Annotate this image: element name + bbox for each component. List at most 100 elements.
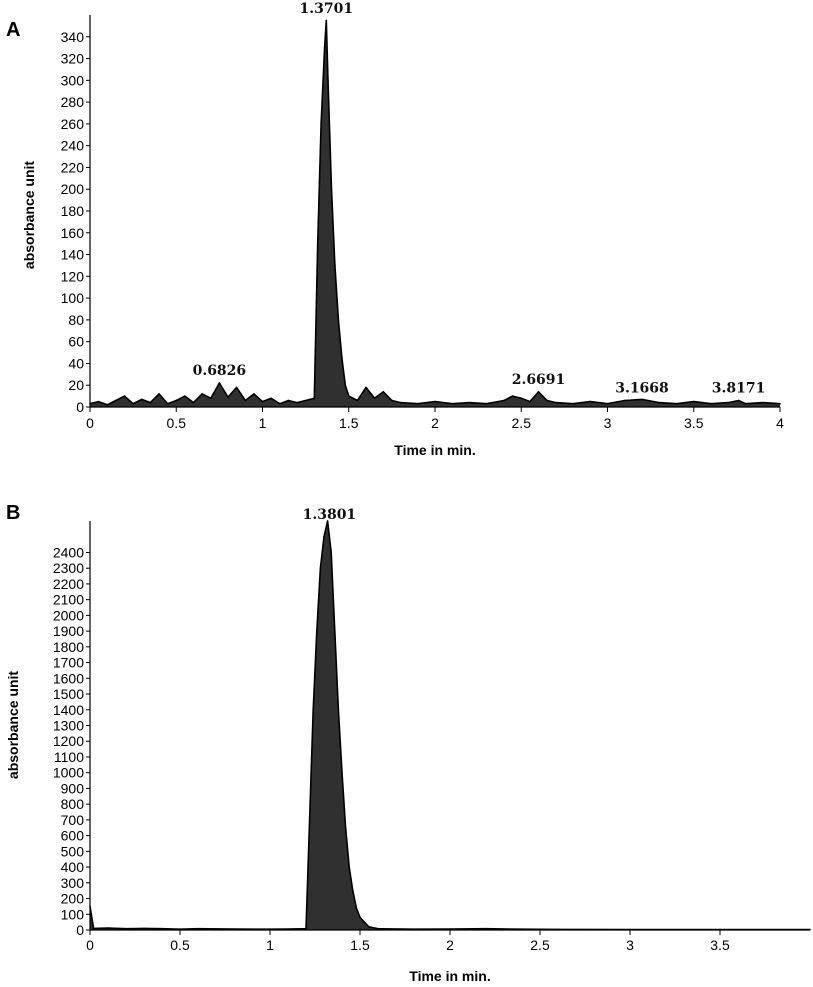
y-tick-label: 340 [61,29,85,45]
x-tick-label: 3.5 [710,937,730,953]
data-point [606,402,609,405]
peak-label: 3.8171 [712,380,766,396]
data-point [692,400,695,403]
data-point [201,393,203,395]
data-point [244,399,247,402]
data-point [352,889,354,892]
data-point [391,399,393,402]
y-tick-label: 2000 [53,607,84,623]
y-tick-label: 1300 [53,718,84,734]
y-tick-label: 320 [61,51,85,67]
data-point [305,927,307,930]
y-tick-label: 20 [68,377,84,393]
data-point [149,401,152,404]
data-point [253,393,255,395]
data-point [520,397,523,400]
peak-label: 2.6691 [512,372,566,388]
data-point [589,400,592,403]
x-tick-label: 3 [626,937,634,953]
data-point [330,188,333,191]
data-point [347,395,350,397]
y-tick-label: 1600 [53,670,84,686]
data-point [140,398,143,401]
x-tick-label: 0.5 [170,937,190,953]
y-tick-label: 40 [68,355,84,371]
data-point [312,708,315,711]
data-point [227,396,229,399]
series-line [89,520,810,931]
data-point [316,242,319,245]
data-point [511,395,514,397]
data-point [382,390,385,393]
y-tick-label: 0 [76,922,84,938]
y-tick-label: 240 [61,138,85,154]
y-tick-label: 1200 [53,733,84,749]
y-tick-label: 700 [61,812,85,828]
y-tick-label: 120 [61,268,85,284]
data-point [641,398,643,401]
data-point [779,402,781,405]
data-point [485,402,488,405]
data-point [355,907,358,909]
data-point [341,771,343,774]
x-tick-label: 4 [776,415,784,431]
data-point [359,916,361,919]
data-point [218,382,221,384]
x-tick-label: 0 [86,415,94,431]
x-tick-label: 3.5 [684,415,704,431]
data-point [235,386,238,389]
y-tick-label: 1500 [53,686,84,702]
x-tick-label: 1 [259,415,267,431]
data-point [658,401,661,404]
data-point [278,402,281,405]
chart-panel-a: A absorbance unit Time in min. 020406080… [6,1,784,458]
data-point [623,399,626,402]
y-tick-label: 200 [61,891,85,907]
y-tick-label: 100 [61,906,85,922]
data-point [296,401,298,404]
data-point [334,630,336,632]
data-point [537,390,540,393]
data-point [337,708,340,711]
data-point [197,927,199,930]
data-point [106,404,109,406]
data-point [334,264,336,267]
data-point [399,401,402,404]
x-tick-label: 2.5 [512,415,532,431]
data-point [529,400,531,403]
x-axis-title-b: Time in min. [409,968,490,984]
y-tick-label: 0 [76,399,84,415]
data-point [546,399,548,402]
data-point [554,401,557,404]
y-tick-label: 1100 [54,749,84,765]
data-point [356,399,359,402]
data-point [468,401,471,404]
data-point [451,402,454,405]
y-tick-label: 260 [61,116,85,132]
data-point [727,401,730,404]
x-tick-label: 0.5 [167,415,187,431]
y-tick-label: 100 [61,290,85,306]
x-tick-label: 1 [266,937,274,953]
y-tick-label: 1700 [53,655,84,671]
data-point [192,401,195,404]
x-tick-label: 0 [86,937,94,953]
data-point [761,401,764,404]
data-point [675,402,678,405]
data-point [123,395,126,397]
data-point [209,397,212,400]
peak-label: 3.1668 [615,380,669,396]
data-point [287,399,290,402]
series-line [89,19,781,406]
data-point [327,79,329,82]
data-point [365,386,367,389]
panel-label-b: B [6,502,20,524]
y-axis-title-b: absorbance unit [5,671,21,779]
data-point [572,402,574,405]
data-point [175,399,178,402]
data-point [313,397,316,400]
y-tick-label: 300 [61,875,85,891]
data-point [744,402,747,405]
peak-label: 1.3701 [300,1,354,17]
